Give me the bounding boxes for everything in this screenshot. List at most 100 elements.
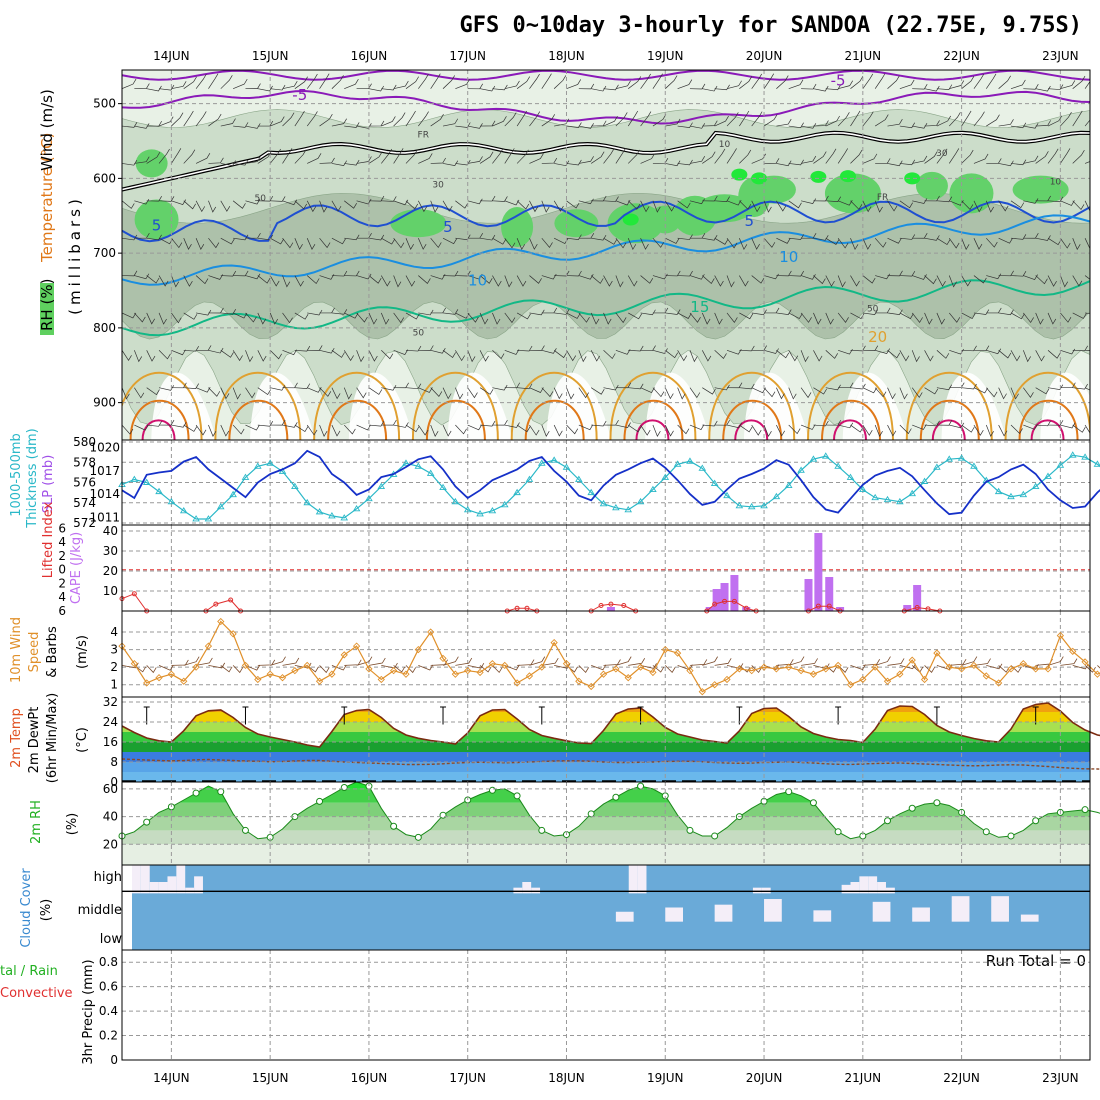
cape-bar bbox=[825, 577, 834, 611]
wind-barb bbox=[578, 312, 590, 323]
wind-barb bbox=[776, 200, 787, 212]
day-label-bottom: 18JUN bbox=[548, 1071, 585, 1085]
wind-barb bbox=[504, 237, 516, 249]
rh-moist-core bbox=[554, 209, 599, 238]
slp-line bbox=[121, 449, 1100, 516]
cloud-high-label: high bbox=[94, 870, 122, 885]
thickness-label-2: Thickness (dm) bbox=[25, 428, 40, 528]
wind-barb bbox=[467, 424, 483, 431]
wind-barb bbox=[405, 110, 416, 127]
cape-bar bbox=[814, 533, 823, 611]
wind-barb bbox=[1072, 383, 1088, 390]
wind-barb bbox=[566, 200, 580, 209]
wind-barb bbox=[751, 238, 760, 250]
wind-barb bbox=[973, 387, 989, 394]
rh-point bbox=[143, 818, 151, 826]
wind-barb bbox=[628, 383, 644, 390]
wind-barb bbox=[936, 312, 945, 325]
wind-barb bbox=[553, 350, 567, 359]
wind-barb bbox=[1035, 312, 1044, 325]
wind-barb bbox=[813, 312, 822, 325]
wind-barb bbox=[961, 149, 974, 164]
isotherm-20 bbox=[1004, 371, 1090, 440]
wind-barb bbox=[801, 155, 817, 164]
wind-tick-label: 4 bbox=[110, 625, 118, 639]
wind-barb-10m bbox=[146, 665, 157, 674]
wind-barb bbox=[134, 350, 143, 363]
wind-barb bbox=[714, 84, 730, 91]
rh-moist-core bbox=[134, 199, 179, 240]
wind-barb bbox=[319, 113, 333, 127]
wind-barb bbox=[257, 350, 267, 362]
wind-barb bbox=[899, 270, 916, 277]
thickness-point bbox=[155, 487, 163, 495]
wind-speed-point bbox=[908, 656, 916, 664]
wind-barb bbox=[405, 275, 416, 287]
thickness-point bbox=[1007, 492, 1015, 500]
isotherm-25 bbox=[1018, 399, 1079, 440]
wind-barb bbox=[1060, 237, 1071, 249]
thickness-point bbox=[192, 515, 200, 522]
li-point bbox=[722, 598, 728, 604]
wind-barb bbox=[628, 345, 644, 352]
wind-barb bbox=[652, 114, 667, 127]
wind-barb bbox=[380, 312, 390, 325]
wind-speed-point bbox=[155, 674, 163, 682]
wind-barb bbox=[949, 422, 965, 429]
wind-barb bbox=[813, 275, 826, 285]
wind-barb-10m bbox=[467, 662, 485, 669]
wind-barb bbox=[442, 350, 456, 358]
wind-speed-point bbox=[303, 661, 311, 670]
wind-barb bbox=[862, 111, 874, 127]
thickness-tick-label: 574 bbox=[73, 496, 96, 510]
wind-barb bbox=[306, 275, 320, 285]
lifted-index-label: Lifted Index bbox=[41, 501, 56, 578]
thickness-point bbox=[1056, 461, 1065, 468]
wind-barb bbox=[504, 275, 513, 288]
upper-wind-barbs bbox=[122, 73, 1090, 438]
rh-contour-label: 30 bbox=[936, 149, 948, 159]
thickness-point bbox=[179, 506, 188, 514]
wind-barb bbox=[627, 238, 637, 251]
wind-barb bbox=[405, 424, 420, 433]
wind-tick-label: 2 bbox=[110, 660, 118, 674]
thickness-point bbox=[784, 481, 793, 488]
thickness-tick-label: 576 bbox=[73, 476, 96, 490]
wind-barb bbox=[554, 118, 570, 127]
isotherm-20 bbox=[313, 371, 401, 440]
wind-barb bbox=[628, 424, 642, 433]
high-cloud-gap bbox=[194, 876, 203, 894]
cloud-middle-label: middle bbox=[78, 903, 122, 918]
thickness-point bbox=[1044, 472, 1052, 479]
wind-barb bbox=[912, 233, 928, 239]
wind-barb bbox=[887, 387, 896, 400]
wind10m-label-3: & Barbs bbox=[45, 626, 60, 678]
wind-barb bbox=[195, 238, 205, 250]
wind-barb bbox=[381, 350, 394, 360]
rh-moist-core bbox=[824, 173, 881, 214]
wind-barb bbox=[776, 237, 791, 244]
wind-barb bbox=[1010, 312, 1025, 320]
wind-barb bbox=[714, 148, 726, 164]
rh-point bbox=[340, 784, 348, 792]
wind-barb bbox=[467, 350, 476, 363]
contour-label: 10 bbox=[468, 271, 487, 289]
wind-barb bbox=[418, 73, 429, 89]
thickness-point bbox=[649, 485, 657, 493]
wind-barb bbox=[875, 348, 891, 355]
wind-barb bbox=[665, 309, 681, 315]
wind-barb bbox=[208, 200, 217, 213]
wind-barb bbox=[1023, 84, 1039, 90]
wind-barb bbox=[874, 237, 887, 248]
wind-barb bbox=[702, 275, 715, 285]
wind-barb bbox=[603, 237, 618, 245]
thickness-point bbox=[772, 492, 781, 500]
wind-barb bbox=[171, 422, 187, 428]
wind-barb bbox=[418, 424, 429, 436]
wind-barb bbox=[1047, 148, 1059, 164]
wind-barb bbox=[875, 158, 891, 164]
wind-barb bbox=[763, 237, 776, 248]
wind-barb bbox=[640, 424, 651, 436]
wind-barb bbox=[442, 237, 457, 245]
wind-barb bbox=[911, 387, 923, 399]
